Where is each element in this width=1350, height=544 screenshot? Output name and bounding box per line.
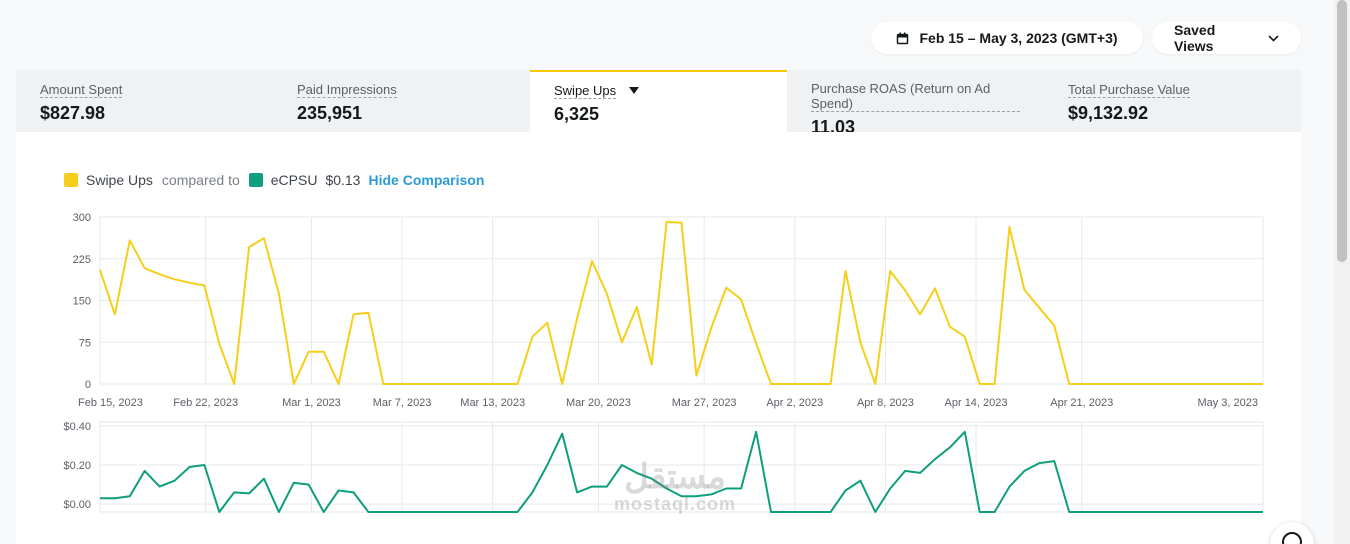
metric-value: 6,325 — [554, 104, 600, 124]
metric-tabs: Amount Spent $827.98 Paid Impressions 23… — [16, 70, 1301, 137]
ecpsu-swatch — [248, 173, 263, 187]
legend-compared-to: compared to — [161, 172, 240, 188]
calendar-icon — [896, 32, 909, 45]
saved-views-button[interactable]: Saved Views — [1152, 22, 1301, 54]
saved-views-label: Saved Views — [1174, 22, 1216, 54]
legend-primary: Swipe Ups — [86, 172, 153, 188]
help-button[interactable] — [1270, 522, 1314, 544]
metric-label: Amount Spent — [40, 82, 123, 98]
caret-down-icon[interactable] — [628, 81, 639, 99]
hide-comparison-link[interactable]: Hide Comparison — [368, 172, 485, 188]
chart-legend: Swipe Ups compared to eCPSU $0.13 Hide C… — [64, 172, 484, 188]
page-scrollbar[interactable] — [1334, 0, 1350, 544]
metric-label: Swipe Ups — [554, 83, 617, 99]
legend-secondary: eCPSU — [270, 172, 318, 188]
toolbar: Feb 15 – May 3, 2023 (GMT+3) Saved Views — [871, 22, 1301, 54]
chart-panel: Swipe Ups compared to eCPSU $0.13 Hide C… — [16, 132, 1301, 544]
metric-value: $9,132.92 — [1068, 103, 1149, 123]
metric-value: 235,951 — [297, 103, 363, 123]
metric-tab-swipe-ups[interactable]: Swipe Ups 6,325 — [530, 70, 787, 132]
scrollbar-thumb[interactable] — [1337, 0, 1347, 262]
metric-tab-paid-impressions[interactable]: Paid Impressions 235,951 — [273, 70, 530, 132]
date-range-picker[interactable]: Feb 15 – May 3, 2023 (GMT+3) — [871, 22, 1143, 54]
metric-value: $827.98 — [40, 103, 106, 123]
date-range-label: Feb 15 – May 3, 2023 (GMT+3) — [919, 30, 1118, 46]
metric-tab-purchase-roas[interactable]: Purchase ROAS (Return on Ad Spend) 11.03 — [787, 70, 1044, 137]
chevron-down-icon — [1268, 34, 1279, 42]
metric-tab-amount-spent[interactable]: Amount Spent $827.98 — [16, 70, 273, 132]
swipe-ups-swatch — [64, 173, 78, 187]
metric-label: Purchase ROAS (Return on Ad Spend) — [811, 81, 1020, 112]
metric-label: Total Purchase Value — [1068, 82, 1190, 98]
help-icon — [1281, 531, 1303, 544]
metric-tab-total-purchase-value[interactable]: Total Purchase Value $9,132.92 — [1044, 70, 1301, 132]
metric-label: Paid Impressions — [297, 82, 397, 98]
legend-secondary-value: $0.13 — [325, 172, 361, 188]
